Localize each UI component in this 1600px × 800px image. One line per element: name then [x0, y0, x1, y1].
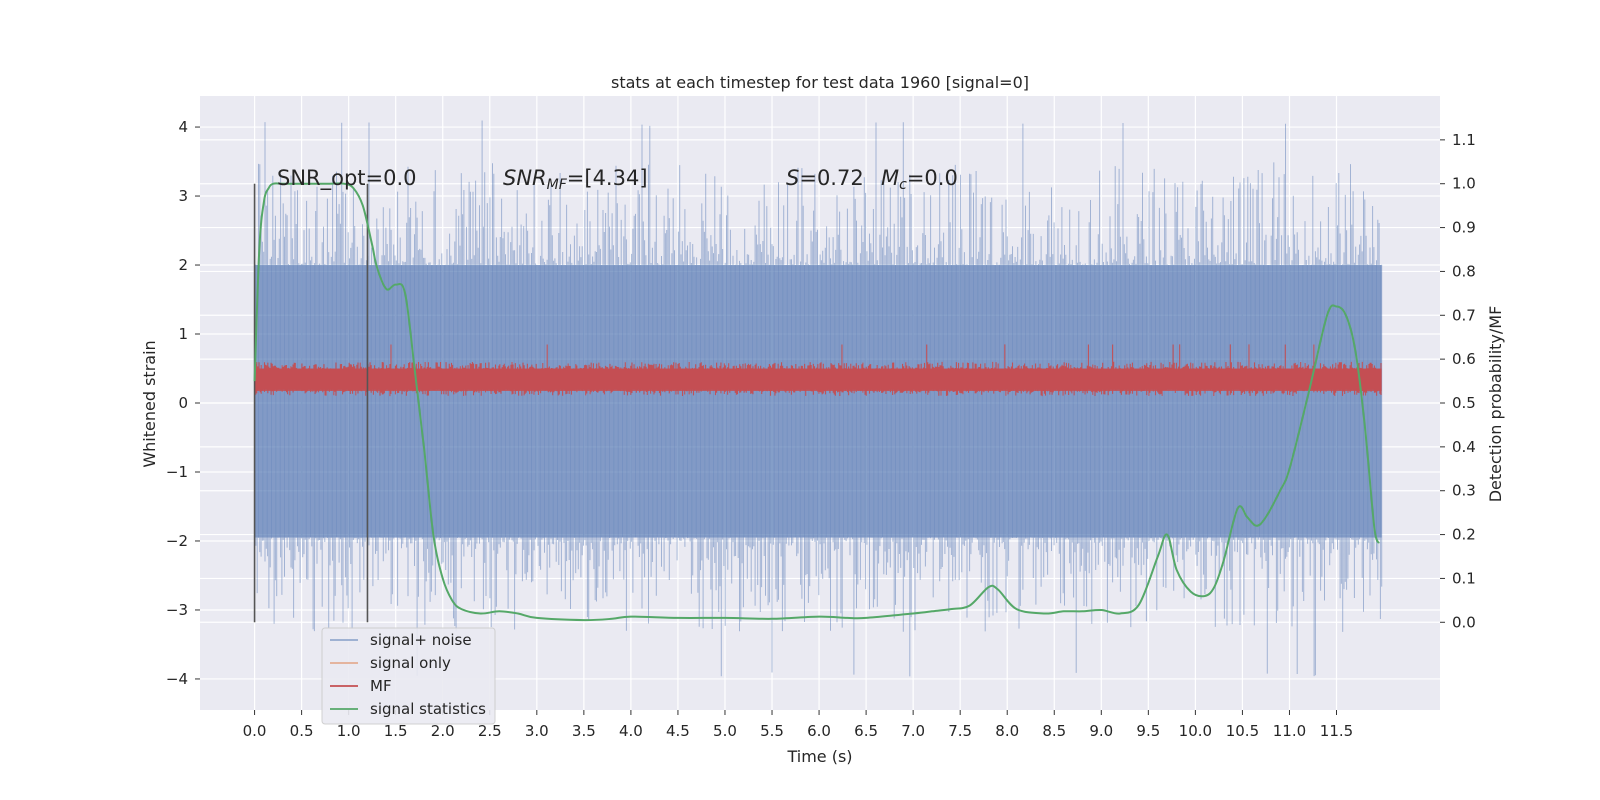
- annotation-mc-subscript: c: [899, 177, 907, 193]
- chart-title: stats at each timestep for test data 196…: [611, 73, 1029, 92]
- annotation-mc: Mc=0.0: [881, 166, 958, 193]
- legend-label-signal-statistics: signal statistics: [370, 700, 486, 718]
- y-left-axis-ticks: 4 3 2 1 0 −1 −2 −3 −4: [166, 118, 200, 688]
- noise-band: [254, 265, 1382, 538]
- x-axis-label: Time (s): [786, 747, 852, 766]
- y-right-tick-label: 0.0: [1452, 613, 1476, 631]
- y-right-tick-label: 0.6: [1452, 350, 1476, 368]
- x-tick-label: 1.0: [337, 722, 361, 740]
- legend-box: [321, 627, 496, 725]
- annotation-snr-mf-subscript: MF: [547, 177, 568, 193]
- x-tick-label: 9.5: [1136, 722, 1160, 740]
- y-right-tick-label: 0.2: [1452, 526, 1476, 544]
- legend-label-signal-noise: signal+ noise: [370, 631, 472, 649]
- x-tick-label: 6.0: [807, 722, 831, 740]
- legend: signal+ noise signal only MF signal stat…: [321, 627, 496, 725]
- y-right-tick-label: 1.0: [1452, 175, 1476, 193]
- signal-noise-series: [254, 120, 1383, 677]
- y-right-axis-ticks: 1.1 1.0 0.9 0.8 0.7 0.6 0.5 0.4 0.3 0.2 0.1 0.0: [1440, 131, 1476, 631]
- x-tick-label: 5.0: [713, 722, 737, 740]
- x-tick-label: 2.0: [431, 722, 455, 740]
- annotation-snr-mf: SNRMF=[4.34]: [503, 166, 648, 193]
- y-left-tick-label: 3: [178, 187, 188, 205]
- signal-statistics-line: [253, 182, 1380, 622]
- x-tick-label: 5.5: [760, 722, 784, 740]
- y-right-axis-label: Detection probability/MF: [1486, 306, 1505, 503]
- y-left-tick-label: 4: [178, 118, 188, 136]
- legend-label-signal-only: signal only: [370, 654, 451, 672]
- x-tick-label: 8.0: [995, 722, 1019, 740]
- y-left-tick-label: −3: [166, 601, 188, 619]
- x-tick-label: 3.5: [572, 722, 596, 740]
- annotation-snr-opt: SNR_opt=0.0: [277, 166, 417, 191]
- y-right-tick-label: 1.1: [1452, 131, 1476, 149]
- y-left-tick-label: −1: [166, 463, 188, 481]
- annotation-snr-mf-value: =[4.34]: [567, 166, 648, 190]
- legend-label-mf: MF: [370, 677, 392, 695]
- y-left-tick-label: −2: [166, 532, 188, 550]
- y-right-tick-label: 0.7: [1452, 306, 1476, 324]
- x-tick-label: 11.0: [1273, 722, 1306, 740]
- x-tick-label: 0.5: [290, 722, 314, 740]
- annotation-s-value: =0.72: [799, 166, 863, 190]
- x-tick-label: 11.5: [1320, 722, 1353, 740]
- signal-statistics-series: [253, 182, 1380, 622]
- x-tick-label: 4.5: [666, 722, 690, 740]
- x-tick-label: 10.0: [1179, 722, 1212, 740]
- x-tick-label: 10.5: [1226, 722, 1259, 740]
- x-tick-label: 9.0: [1089, 722, 1113, 740]
- vertical-markers: [253, 183, 369, 623]
- x-axis-ticks: 0.0 0.5 1.0 1.5 2.0 2.5 3.0 3.5 4.0 4.5 5.0 5.5 6.0 6…: [243, 710, 1353, 740]
- y-right-tick-label: 0.3: [1452, 482, 1476, 500]
- x-tick-label: 1.5: [384, 722, 408, 740]
- x-tick-label: 4.0: [619, 722, 643, 740]
- annotation-snr-mf-symbol: SNR: [503, 166, 547, 190]
- x-tick-label: 3.0: [525, 722, 549, 740]
- x-tick-label: 7.0: [901, 722, 925, 740]
- x-tick-label: 8.5: [1042, 722, 1066, 740]
- y-right-tick-label: 0.5: [1452, 394, 1476, 412]
- x-tick-label: 7.5: [948, 722, 972, 740]
- y-left-tick-label: 2: [178, 256, 188, 274]
- annotation-s-symbol: S: [786, 166, 799, 190]
- y-left-axis-label: Whitened strain: [140, 340, 159, 467]
- y-left-tick-label: 1: [178, 325, 188, 343]
- annotation-mc-value: =0.0: [907, 166, 958, 190]
- x-tick-label: 6.5: [854, 722, 878, 740]
- x-tick-label: 2.5: [478, 722, 502, 740]
- y-right-tick-label: 0.8: [1452, 262, 1476, 280]
- mf-series: [254, 344, 1382, 397]
- y-right-tick-label: 0.4: [1452, 438, 1476, 456]
- annotation-mc-symbol: M: [881, 166, 899, 190]
- annotation-s: S=0.72: [786, 166, 864, 190]
- y-right-tick-label: 0.9: [1452, 219, 1476, 237]
- y-left-tick-label: −4: [166, 670, 188, 688]
- x-tick-label: 0.0: [243, 722, 267, 740]
- y-right-tick-label: 0.1: [1452, 569, 1476, 587]
- y-left-tick-label: 0: [178, 394, 188, 412]
